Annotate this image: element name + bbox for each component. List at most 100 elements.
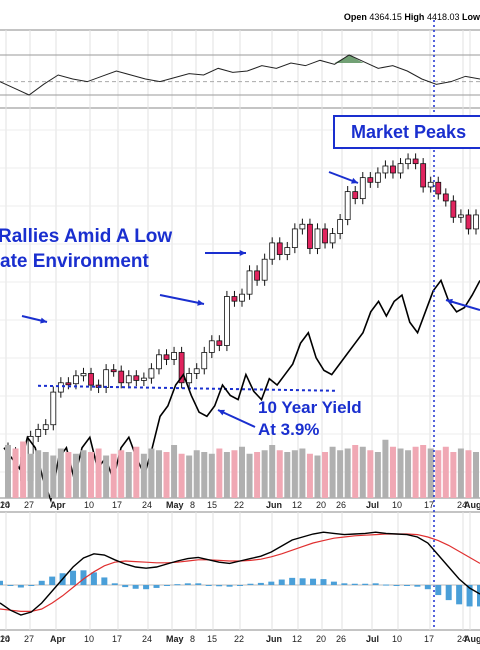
macd-histogram-bar <box>278 579 285 585</box>
candle-body <box>329 233 336 244</box>
volume-bar <box>178 453 185 498</box>
candle-body <box>405 158 411 165</box>
high-value: 4418.03 <box>426 12 460 22</box>
x-tick-label: Jun <box>266 634 283 644</box>
macd-histogram-bar <box>466 585 473 607</box>
volume-bar <box>88 452 95 498</box>
candle-body <box>337 219 344 234</box>
x-tick-label: 22 <box>234 634 245 644</box>
macd-histogram-bar <box>90 572 97 585</box>
volume-bar <box>359 446 366 498</box>
candle-body <box>193 368 200 374</box>
x-tick-label: May <box>166 500 184 510</box>
x-tick-label: 10 <box>84 500 95 510</box>
macd-histogram-bar <box>445 585 452 601</box>
volume-bar <box>148 448 155 498</box>
volume-bar <box>427 448 434 498</box>
volume-bar <box>118 450 125 498</box>
macd-histogram-bar <box>414 585 421 587</box>
osc-line <box>0 54 480 96</box>
x-tick-label: 24 <box>142 634 153 644</box>
candle-body <box>163 354 170 360</box>
volume-bar <box>216 448 223 498</box>
annotation-arrow <box>159 294 205 305</box>
macd-histogram-bar <box>237 585 243 586</box>
volume-bar <box>450 452 457 498</box>
yield-annotation-line2: At 3.9% <box>258 420 320 439</box>
market-peaks-label: Market Peaks <box>351 122 467 142</box>
x-tick-label: 20 <box>0 634 11 644</box>
volume-bar <box>80 450 87 498</box>
macd-histogram-bar <box>289 577 296 585</box>
candle-body <box>148 368 155 379</box>
volume-bar <box>239 446 245 498</box>
candle-body <box>344 191 351 220</box>
candle-body <box>284 247 291 255</box>
volume-bar <box>344 448 351 498</box>
x-tick-label: 26 <box>336 634 347 644</box>
candle-body <box>178 352 185 384</box>
volume-bar <box>5 445 11 498</box>
macd-histogram-bar <box>174 584 181 586</box>
volume-bar <box>457 448 464 498</box>
macd-histogram-bar <box>163 585 170 586</box>
x-tick-label: 12 <box>292 634 303 644</box>
volume-bar <box>337 450 344 498</box>
volume-bar <box>397 448 404 498</box>
volume-bar <box>171 445 178 498</box>
macd-histogram-bar <box>257 582 264 585</box>
macd-histogram-bar <box>132 585 139 589</box>
macd-histogram-bar <box>184 583 191 585</box>
volume-bar <box>254 452 261 498</box>
annotation-arrowhead <box>239 249 246 257</box>
x-tick-label: Jul <box>366 634 380 644</box>
x-tick-label: Aug <box>464 500 480 510</box>
x-tick-label: 17 <box>424 500 435 510</box>
candle-body <box>374 172 381 183</box>
candle-body <box>35 428 42 437</box>
x-tick-label: 17 <box>112 634 123 644</box>
candle-body <box>140 377 147 381</box>
candle-body <box>412 158 419 165</box>
rally-annotation-line2: ate Environment <box>0 251 149 272</box>
x-tick-label: Apr <box>50 500 66 510</box>
x-tick-label: 20 <box>316 500 327 510</box>
candle-body <box>118 370 125 384</box>
high-label: High <box>404 12 425 22</box>
volume-bar <box>374 452 381 498</box>
x-tick-label: 17 <box>424 634 435 644</box>
volume-bar <box>163 452 170 498</box>
x-tick-label: 10 <box>392 500 403 510</box>
volume-bar <box>42 452 49 498</box>
annotation-arrowhead <box>351 177 358 184</box>
macd-histogram-bar <box>153 585 160 588</box>
macd-histogram-bar <box>310 578 317 585</box>
volume-bar <box>352 445 359 498</box>
candle-body <box>397 163 404 174</box>
x-tick-label: 14 <box>0 500 11 510</box>
candle-body <box>442 193 449 202</box>
macd-histogram-bar <box>111 583 118 585</box>
candle-body <box>57 382 64 393</box>
x-tick-label: Jul <box>366 500 380 510</box>
x-tick-label: Aug <box>464 634 480 644</box>
volume-bar <box>389 446 396 498</box>
annotation-arrowhead <box>218 409 225 416</box>
candle-body <box>73 375 79 385</box>
candle-body <box>186 373 193 384</box>
candle-body <box>246 270 253 295</box>
volume-bar <box>442 446 449 498</box>
volume-bar <box>291 450 298 498</box>
volume-bar <box>50 455 57 498</box>
x-tick-label: Apr <box>50 634 66 644</box>
volume-bar <box>103 455 110 498</box>
candle-body <box>367 177 374 183</box>
rally-annotation-line1: Rallies Amid A Low <box>0 226 173 247</box>
x-tick-label: 22 <box>234 500 245 510</box>
candle-body <box>50 391 57 426</box>
volume-bar <box>314 455 321 498</box>
x-tick-label: 8 <box>190 500 196 510</box>
volume-bar <box>140 453 147 498</box>
macd-histogram-bar <box>435 585 442 596</box>
candle-body <box>269 242 276 260</box>
